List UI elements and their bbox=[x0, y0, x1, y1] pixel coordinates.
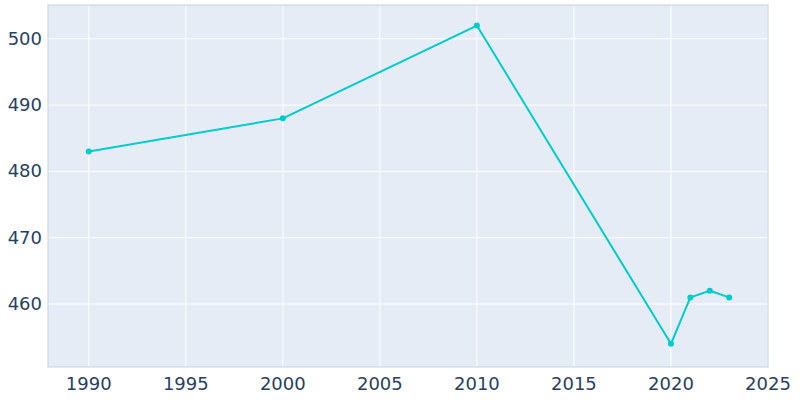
y-tick-label: 500 bbox=[8, 28, 42, 49]
x-grid-line bbox=[185, 5, 186, 367]
x-tick-label: 2000 bbox=[260, 373, 306, 394]
x-grid-line bbox=[379, 5, 380, 367]
plot-background bbox=[48, 5, 768, 367]
point bbox=[280, 115, 286, 121]
point bbox=[474, 23, 480, 29]
x-tick-label: 1990 bbox=[66, 373, 112, 394]
y-tick-label: 490 bbox=[8, 94, 42, 115]
x-grid-line bbox=[670, 5, 671, 367]
y-tick-label: 460 bbox=[8, 293, 42, 314]
point bbox=[707, 288, 713, 294]
chart: 1990 1995 2000 2005 2010 2015 2020 2025 460 470 48… bbox=[0, 0, 800, 400]
plot-frame bbox=[48, 5, 768, 367]
y-grid-line bbox=[48, 237, 768, 238]
y-grid-line bbox=[48, 171, 768, 172]
y-grid-line bbox=[48, 105, 768, 106]
point bbox=[726, 294, 732, 300]
point bbox=[687, 294, 693, 300]
x-tick-label: 2020 bbox=[648, 373, 694, 394]
y-tick-label: 470 bbox=[8, 227, 42, 248]
y-grid-line bbox=[48, 304, 768, 305]
x-tick-label: 1995 bbox=[163, 373, 209, 394]
series-group bbox=[86, 23, 732, 347]
line bbox=[89, 26, 729, 344]
x-tick-label: 2010 bbox=[454, 373, 500, 394]
y-tick-label: 480 bbox=[8, 160, 42, 181]
point bbox=[86, 149, 92, 155]
x-grid-line bbox=[476, 5, 477, 367]
x-grid-line bbox=[282, 5, 283, 367]
x-tick-label: 2015 bbox=[551, 373, 597, 394]
x-tick-label: 2025 bbox=[745, 373, 791, 394]
x-tick-label: 2005 bbox=[357, 373, 403, 394]
point bbox=[668, 341, 674, 347]
y-grid-line bbox=[48, 38, 768, 39]
x-grid-line bbox=[88, 5, 89, 367]
